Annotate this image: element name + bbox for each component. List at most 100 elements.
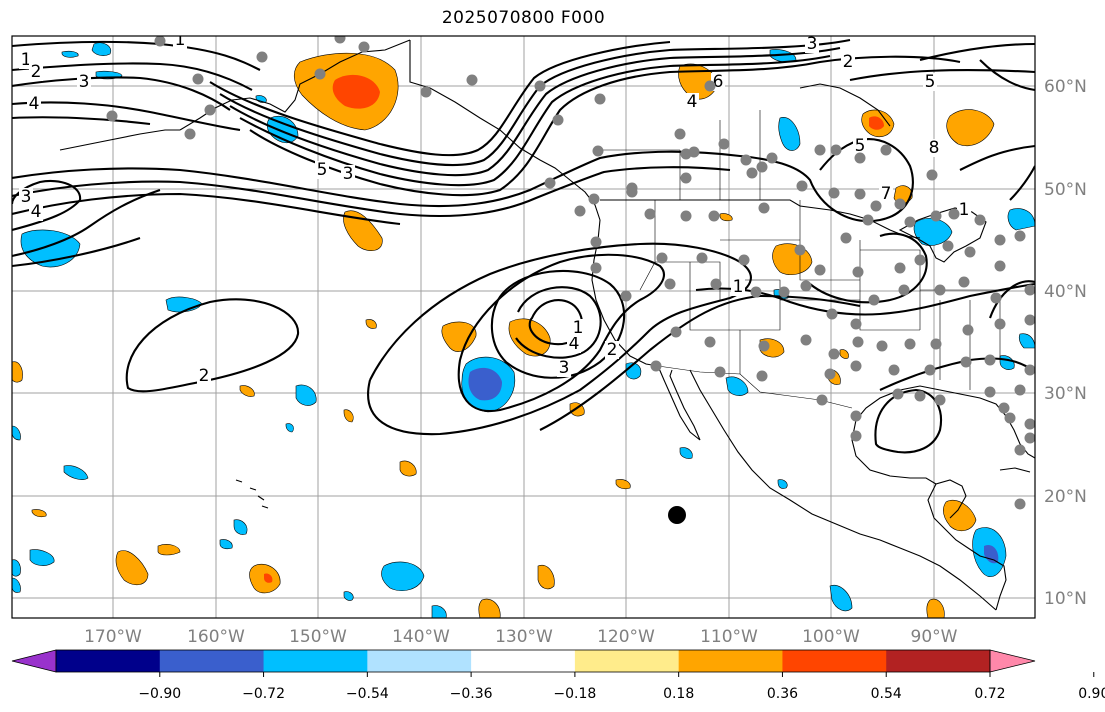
station-dot (314, 68, 326, 80)
station-dot (998, 402, 1010, 414)
station-dot (994, 234, 1006, 246)
station-dot (814, 264, 826, 276)
colorbar-tick-label: −0.18 (553, 686, 596, 702)
station-dot (718, 138, 730, 150)
station-dot (1014, 444, 1026, 456)
colorbar-segment (678, 650, 783, 672)
station-dot (800, 280, 812, 292)
contour-label: 3 (21, 187, 32, 207)
colorbar-segment (159, 650, 265, 672)
station-dot (590, 262, 602, 274)
station-dot (854, 152, 866, 164)
station-dot (830, 144, 842, 156)
station-dot (1024, 314, 1035, 326)
station-dot (924, 364, 936, 376)
station-dot (948, 208, 960, 220)
contour-label: 5 (855, 136, 866, 156)
contour-label: 1 (175, 30, 186, 50)
station-dot (894, 198, 906, 210)
station-dot (710, 278, 722, 290)
contour-label-bg (879, 185, 893, 203)
station-dot (204, 104, 216, 116)
contour-label-bg (927, 139, 941, 157)
station-dot (934, 394, 946, 406)
station-dot (714, 366, 726, 378)
station-dot (850, 410, 862, 422)
contour-label-bg (841, 53, 855, 71)
station-dot (894, 262, 906, 274)
colorbar-tick-label: −0.90 (138, 686, 181, 702)
contour-label-bg (29, 203, 43, 221)
station-dot (994, 260, 1006, 272)
latitude-label: 10°N (1044, 589, 1087, 609)
colorbar-tick-label: −0.54 (346, 686, 389, 702)
station-dot (828, 348, 840, 360)
longitude-label: 110°W (700, 627, 758, 647)
contour-label: 2 (843, 52, 854, 72)
latitude-labels: 60°N 50°N 40°N 30°N 20°N 10°N (1044, 77, 1087, 609)
station-dot (984, 386, 996, 398)
station-dot (888, 364, 900, 376)
contour-label-bg (29, 63, 43, 81)
station-dot (534, 80, 546, 92)
station-dot (670, 326, 682, 338)
station-dot (850, 430, 862, 442)
station-dot (704, 336, 716, 348)
contour-label: 3 (807, 34, 818, 54)
station-dots (106, 36, 1035, 510)
station-dot (650, 360, 662, 372)
contour-label-bg (571, 319, 585, 337)
colorbar-border (55, 649, 991, 673)
station-dot (746, 167, 758, 179)
station-dot (466, 74, 478, 86)
contour-label-bg (805, 36, 819, 53)
station-dot (934, 284, 946, 296)
station-dot (626, 186, 638, 198)
station-dot (750, 286, 762, 298)
station-dot (794, 244, 806, 256)
station-dot (1004, 412, 1016, 424)
contour-label: 8 (929, 138, 940, 158)
station-dot (942, 240, 954, 252)
colorbar-segment (263, 650, 368, 672)
contour-label-bg (197, 367, 211, 385)
station-dot (1024, 432, 1035, 444)
station-dot (664, 278, 676, 290)
contour-label: 4 (29, 94, 40, 114)
contour-label: 5 (925, 72, 936, 92)
station-dot (974, 214, 986, 226)
station-dot (594, 93, 606, 105)
station-dot (620, 290, 632, 302)
station-dot (552, 114, 564, 126)
contour-label: 4 (31, 202, 42, 222)
station-dot (868, 294, 880, 306)
contour-label-bg (315, 161, 329, 179)
station-dot (994, 318, 1006, 330)
contour-label: 1 (573, 318, 584, 338)
station-dot (758, 340, 770, 352)
station-dot (358, 41, 370, 53)
contour-label-bg (957, 201, 971, 219)
station-dot (898, 284, 910, 296)
station-dot (1014, 498, 1026, 510)
station-dot (688, 146, 700, 158)
map-frame (11, 35, 1036, 619)
contour-label: 3 (79, 72, 90, 92)
station-dot (420, 86, 432, 98)
colorbar-segment (574, 650, 680, 672)
station-dot (1024, 364, 1035, 376)
station-dot (758, 202, 770, 214)
station-dot (828, 187, 840, 199)
station-dot (930, 210, 942, 222)
latitude-label: 20°N (1044, 487, 1087, 507)
contour-label-bg (567, 335, 581, 353)
station-dot (680, 172, 692, 184)
contour-label-bg (557, 359, 571, 377)
colorbar-tick-label: −0.36 (450, 686, 493, 702)
contour-label-bg (605, 341, 619, 359)
station-dot (766, 152, 778, 164)
contour-label: 3 (343, 164, 354, 184)
station-dot (756, 370, 768, 382)
